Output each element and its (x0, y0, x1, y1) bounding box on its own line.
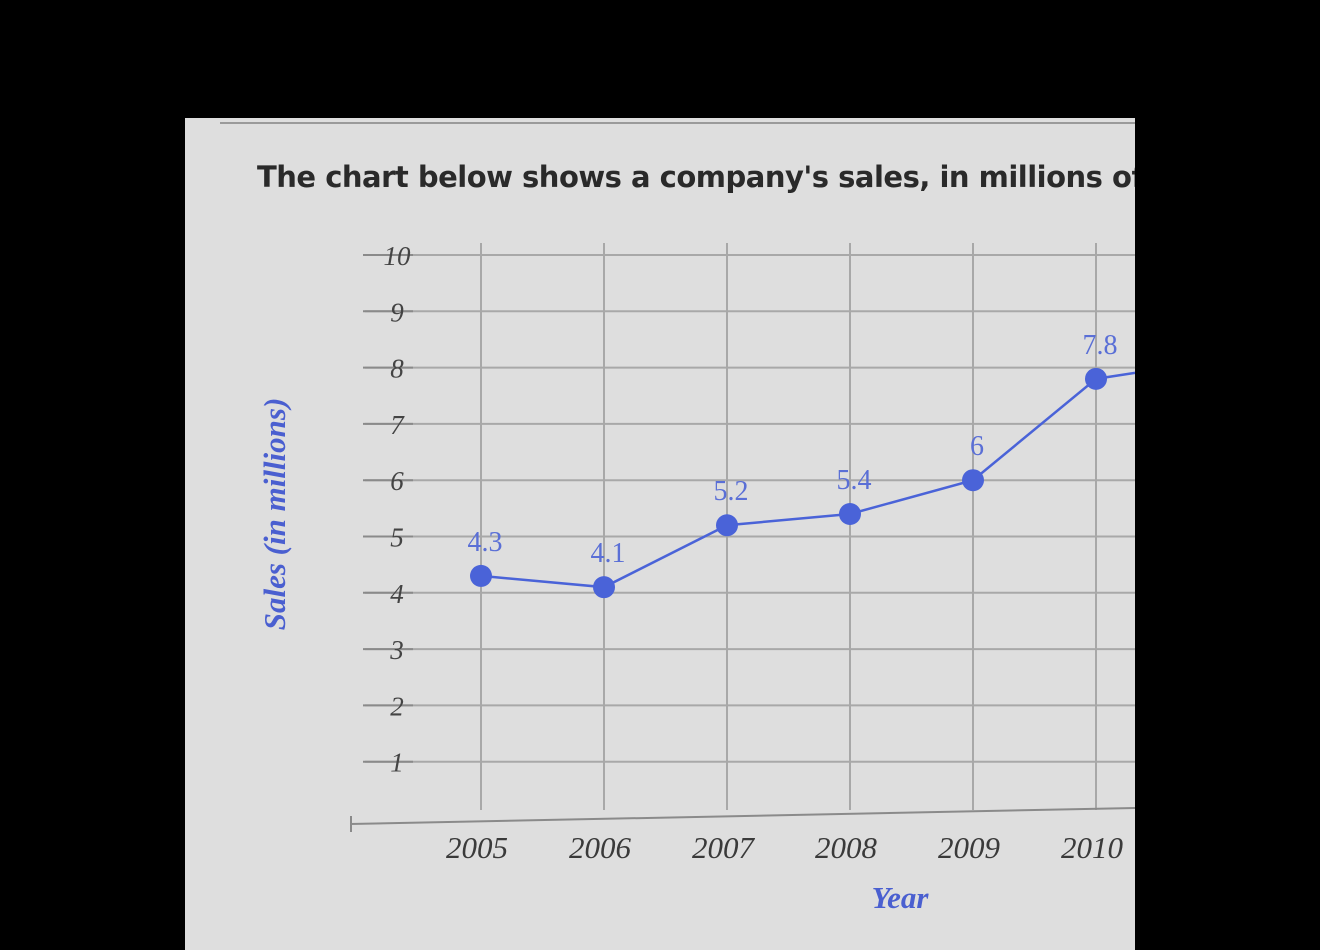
top-divider (220, 122, 1135, 124)
data-point (962, 469, 984, 492)
data-label: 6 (970, 431, 984, 462)
y-tick-label: 1 (390, 748, 404, 778)
data-point (839, 502, 861, 525)
x-axis-title: Year (872, 880, 930, 915)
data-point (593, 576, 615, 599)
y-tick-label: 3 (389, 635, 404, 665)
y-axis-title: Sales (in millions) (257, 398, 292, 631)
x-tick-label: 2008 (815, 830, 878, 865)
data-label: 7.8 (1083, 330, 1118, 361)
y-tick-label: 10 (384, 241, 412, 271)
data-point (1085, 367, 1107, 390)
data-label: 5.4 (837, 465, 872, 496)
question-prompt: The chart below shows a company's sales,… (257, 160, 1135, 194)
y-tick-label: 6 (390, 466, 404, 496)
y-tick-label: 4 (390, 579, 404, 609)
x-tick-label: 2005 (446, 830, 508, 865)
data-label: 4.1 (591, 538, 626, 569)
sales-line-chart: 10 9 8 7 6 5 4 3 2 1 2005 2006 2007 2008 2009 2010 4.3 4… (257, 241, 1135, 915)
screen-panel: The chart below shows a company's sales,… (185, 118, 1135, 950)
y-tick-label: 8 (390, 354, 404, 384)
y-tick-label: 2 (390, 691, 404, 721)
data-label: 4.3 (468, 527, 503, 558)
x-tick-label: 2007 (692, 830, 756, 865)
x-axis-line (349, 807, 1135, 825)
data-point (716, 514, 738, 537)
y-tick-label: 9 (390, 297, 404, 327)
data-label: 5.2 (714, 476, 749, 507)
y-tick-label: 7 (390, 410, 405, 440)
x-tick-label: 2010 (1061, 830, 1124, 865)
y-tick-label: 5 (390, 523, 404, 553)
data-point (470, 564, 492, 587)
x-tick-label: 2006 (569, 830, 632, 865)
x-tick-label: 2009 (938, 830, 1000, 865)
